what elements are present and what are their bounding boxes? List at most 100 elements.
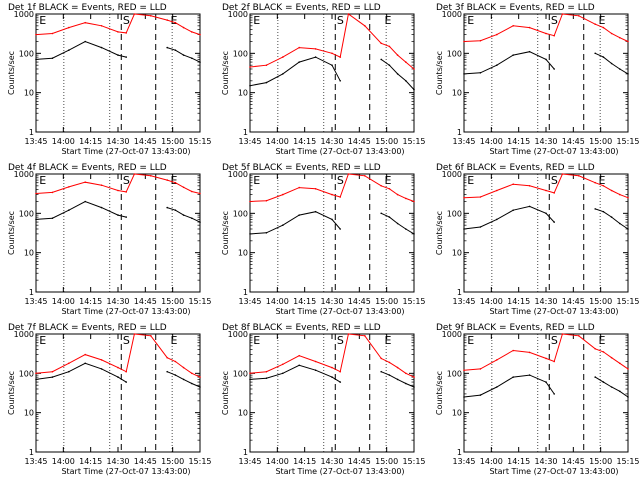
series-line xyxy=(249,364,415,388)
data-point xyxy=(84,40,86,43)
data-point xyxy=(396,73,399,75)
y-tick-label: 10 xyxy=(24,409,34,418)
y-tick-label: 1000 xyxy=(14,330,34,339)
data-point xyxy=(405,61,407,63)
y-tick-label: 1 xyxy=(29,288,34,297)
x-axis-label: Start Time (27-Oct-07 13:43:00) xyxy=(489,467,618,476)
data-point xyxy=(191,31,193,33)
data-point xyxy=(528,351,531,354)
chart-title: Det 3f BLACK = Events, RED = LLD xyxy=(436,3,595,13)
data-point xyxy=(627,73,629,75)
data-point xyxy=(561,333,564,335)
x-tick-label: 13:45 xyxy=(452,297,475,306)
data-point xyxy=(249,378,251,381)
data-point xyxy=(314,48,317,50)
data-point xyxy=(166,370,168,373)
data-point xyxy=(619,390,621,393)
data-point xyxy=(182,54,185,56)
series-line xyxy=(35,40,201,63)
x-tick-label: 15:00 xyxy=(161,457,184,466)
y-tick-label: 100 xyxy=(233,369,248,378)
data-point xyxy=(68,26,70,29)
data-point xyxy=(100,206,103,209)
x-tick-label: 14:15 xyxy=(507,137,530,146)
data-point xyxy=(117,189,119,192)
x-tick-label: 14:30 xyxy=(320,137,343,146)
y-axis-label: Counts/sec xyxy=(221,371,230,415)
data-point xyxy=(298,354,301,357)
data-point xyxy=(545,357,547,360)
data-point xyxy=(314,56,317,58)
annotation-e: E xyxy=(253,334,260,347)
plot-frame xyxy=(249,173,415,293)
y-tick-label: 1000 xyxy=(442,330,462,339)
data-point xyxy=(199,61,201,63)
data-point xyxy=(51,217,54,219)
data-point xyxy=(68,49,70,51)
data-point xyxy=(512,25,514,27)
data-point xyxy=(561,13,564,15)
data-point xyxy=(545,212,547,215)
x-tick-label: 13:45 xyxy=(238,137,261,146)
data-point xyxy=(553,34,555,37)
data-point xyxy=(314,210,317,213)
data-point xyxy=(174,181,177,184)
data-point xyxy=(182,378,185,381)
data-point xyxy=(100,184,103,186)
data-point xyxy=(298,186,301,189)
annotation-e: E xyxy=(253,174,260,187)
x-tick-label: 15:15 xyxy=(188,137,211,146)
data-point xyxy=(35,378,37,381)
data-point xyxy=(388,361,391,364)
x-tick-label: 14:00 xyxy=(52,137,75,146)
data-point xyxy=(463,228,465,230)
data-point xyxy=(51,57,54,59)
data-point xyxy=(413,200,415,203)
data-point xyxy=(479,368,482,370)
data-point xyxy=(166,46,168,49)
y-tick-label: 10 xyxy=(452,249,462,258)
x-tick-label: 15:00 xyxy=(375,457,398,466)
data-point xyxy=(282,193,284,196)
data-point xyxy=(282,363,284,366)
series-line xyxy=(35,173,201,194)
x-axis-label: Start Time (27-Oct-07 13:43:00) xyxy=(61,467,190,476)
data-point xyxy=(545,32,547,35)
data-point xyxy=(133,13,136,15)
data-point xyxy=(84,21,86,24)
data-point xyxy=(405,382,407,385)
data-point xyxy=(191,217,193,219)
x-tick-label: 14:00 xyxy=(52,297,75,306)
y-axis-label: Counts/sec xyxy=(435,211,444,255)
data-point xyxy=(100,25,103,27)
x-axis-label: Start Time (27-Oct-07 13:43:00) xyxy=(489,307,618,316)
y-tick-label: 1 xyxy=(457,448,462,457)
x-tick-label: 13:45 xyxy=(238,457,261,466)
x-tick-label: 14:30 xyxy=(106,297,129,306)
x-tick-label: 14:15 xyxy=(79,457,102,466)
data-point xyxy=(463,73,465,75)
data-point xyxy=(594,52,596,55)
data-point xyxy=(405,372,407,375)
data-point xyxy=(68,362,70,365)
data-point xyxy=(191,190,193,193)
data-point xyxy=(174,49,177,51)
data-point xyxy=(594,208,596,210)
data-point xyxy=(380,185,383,187)
y-axis-label: Counts/sec xyxy=(435,371,444,415)
data-point xyxy=(182,186,185,189)
data-point xyxy=(610,216,613,218)
data-point xyxy=(331,218,333,221)
y-axis-label: Counts/sec xyxy=(221,211,230,255)
data-point xyxy=(331,376,333,378)
data-point xyxy=(553,192,555,194)
y-axis-label: Counts/sec xyxy=(7,51,16,95)
data-point xyxy=(314,369,317,372)
series-line xyxy=(463,374,629,398)
